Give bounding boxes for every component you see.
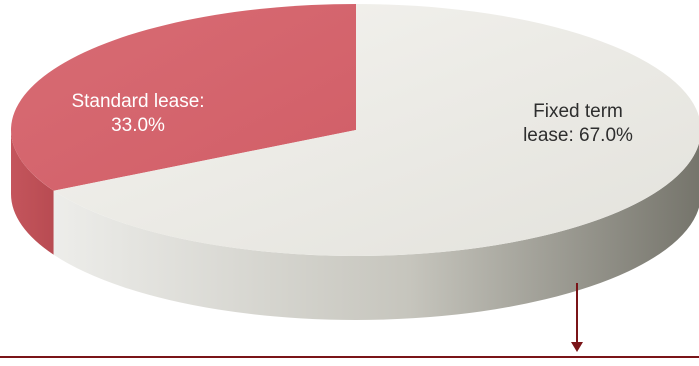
slice-label-fixed-line2: lease: 67.0% — [523, 125, 633, 146]
slice-label-fixed-term-lease: Fixed term lease: 67.0% — [488, 100, 668, 148]
slice-label-standard-line1: Standard lease: — [71, 91, 205, 112]
pie-slice-fixed-term-lease — [53, 4, 699, 256]
slice-label-standard-lease: Standard lease: 33.0% — [48, 90, 228, 138]
pie-side-standard-lease — [11, 130, 54, 255]
pie-slice-standard-lease — [10, 4, 356, 191]
pie-side-fixed-term-lease — [53, 143, 699, 320]
callout-arrow-head — [571, 342, 583, 352]
slice-label-standard-line2: 33.0% — [111, 115, 165, 136]
slice-label-fixed-line1: Fixed term — [533, 101, 623, 122]
